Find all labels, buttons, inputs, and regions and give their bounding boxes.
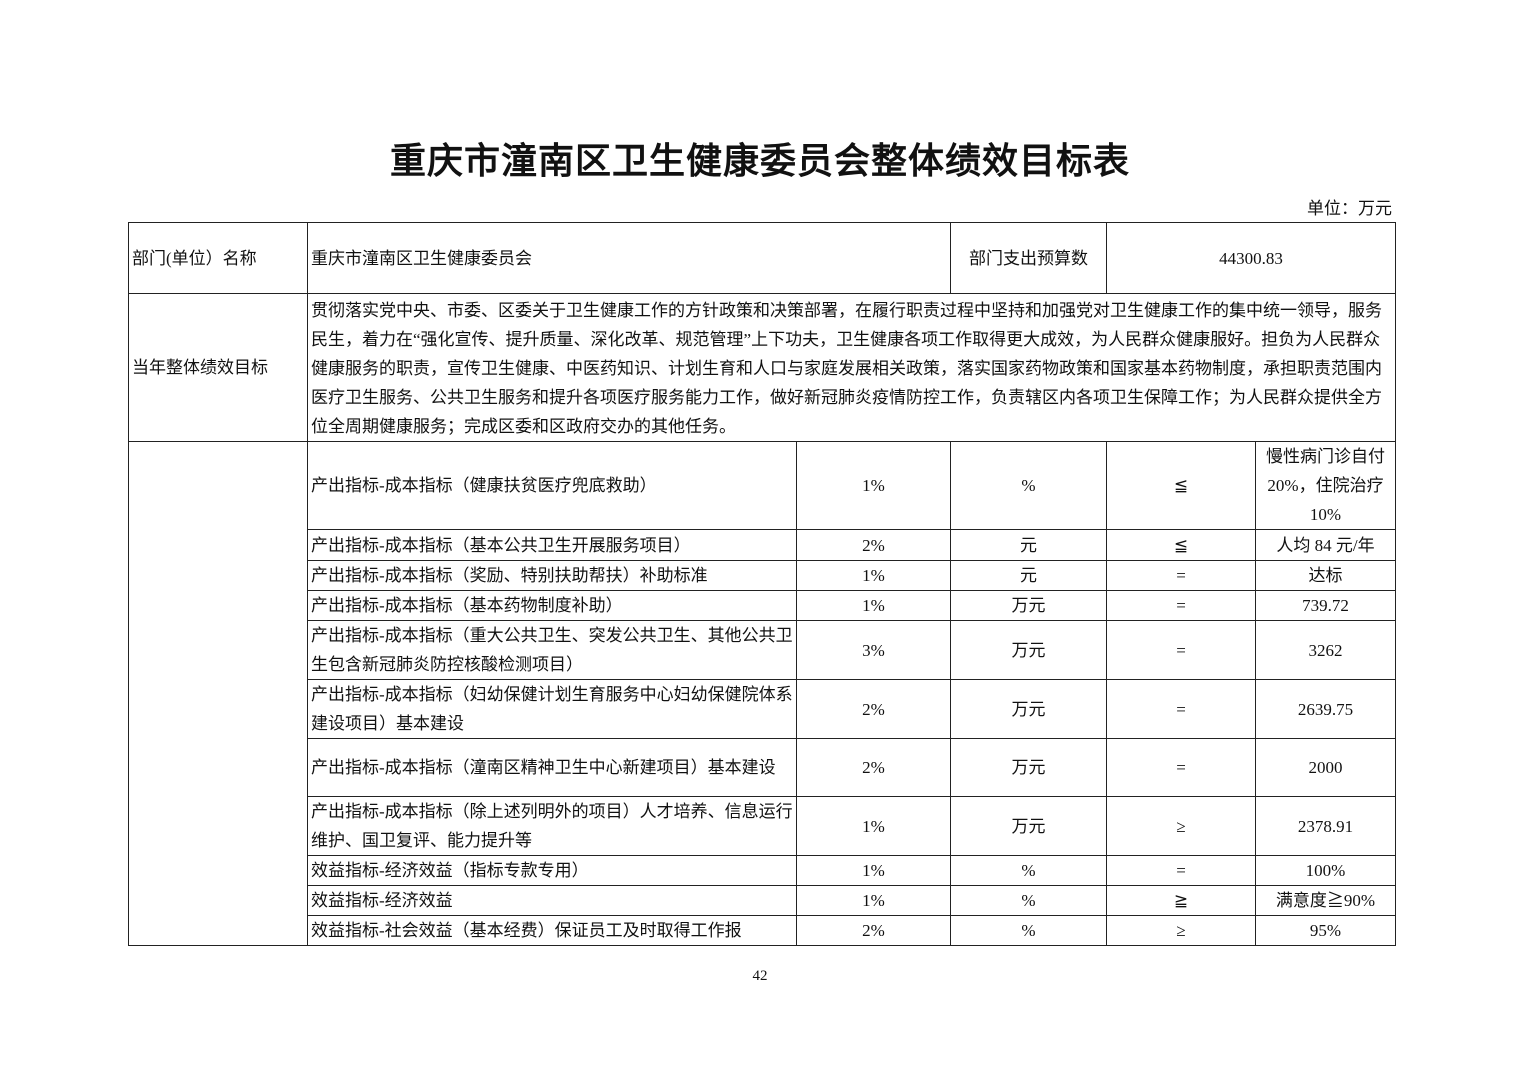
header-row: 部门(单位）名称 重庆市潼南区卫生健康委员会 部门支出预算数 44300.83 <box>128 222 1396 294</box>
indicator-operator: = <box>1106 738 1256 797</box>
indicator-weight: 2% <box>796 915 951 946</box>
goal-label: 当年整体绩效目标 <box>128 293 308 442</box>
indicator-weight: 2% <box>796 679 951 739</box>
indicator-unit: 万元 <box>950 590 1107 621</box>
indicator-operator: = <box>1106 590 1256 621</box>
indicator-unit: 元 <box>950 560 1107 591</box>
indicator-target: 100% <box>1255 855 1396 886</box>
indicator-target: 达标 <box>1255 560 1396 591</box>
indicator-row: 产出指标-成本指标（健康扶贫医疗兜底救助） 1%% ≦ 慢性病门诊自付20%，住院治疗… <box>128 441 1396 946</box>
indicator-row: 效益指标-社会效益（基本经费）保证员工及时取得工作报 2%% ≥95% <box>129 915 1396 946</box>
goal-text: 贯彻落实党中央、市委、区委关于卫生健康工作的方针政策和决策部署，在履行职责过程中… <box>307 293 1396 442</box>
indicator-target: 慢性病门诊自付20%，住院治疗10% <box>1255 441 1396 530</box>
indicator-row: 产出指标-成本指标（除上述列明外的项目）人才培养、信息运行维护、国卫复评、能力提… <box>129 796 1396 856</box>
performance-table: 部门(单位）名称 重庆市潼南区卫生健康委员会 部门支出预算数 44300.83 … <box>128 222 1396 946</box>
indicator-row: 效益指标-经济效益（指标专款专用） 1%% = 100% <box>129 855 1396 886</box>
indicator-name: 效益指标-经济效益 <box>307 885 797 916</box>
indicator-unit: 万元 <box>950 738 1107 797</box>
indicator-weight: 1% <box>796 590 951 621</box>
goal-row: 当年整体绩效目标 贯彻落实党中央、市委、区委关于卫生健康工作的方针政策和决策部署… <box>128 293 1396 442</box>
indicator-weight: 3% <box>796 620 951 680</box>
indicator-unit: 万元 <box>950 620 1107 680</box>
dept-name: 重庆市潼南区卫生健康委员会 <box>307 222 951 294</box>
indicator-operator: = <box>1106 560 1256 591</box>
budget-label: 部门支出预算数 <box>950 222 1107 294</box>
indicator-name: 效益指标-社会效益（基本经费）保证员工及时取得工作报 <box>307 915 797 946</box>
indicator-weight: 2% <box>796 738 951 797</box>
indicator-name: 产出指标-成本指标（奖励、特别扶助帮扶）补助标准 <box>307 560 797 591</box>
indicator-target: 95% <box>1255 915 1396 946</box>
indicator-unit: % <box>950 885 1107 916</box>
indicator-target: 满意度≧90% <box>1255 885 1396 916</box>
indicator-target: 人均 84 元/年 <box>1255 529 1396 561</box>
indicator-row: 产出指标-成本指标（基本公共卫生开展服务项目） 2% 元 ≦ 人均 84 元/年 <box>129 529 1396 561</box>
indicator-target: 3262 <box>1255 620 1396 680</box>
indicator-operator: = <box>1106 855 1256 886</box>
indicator-name: 产出指标-成本指标（除上述列明外的项目）人才培养、信息运行维护、国卫复评、能力提… <box>307 796 797 856</box>
indicator-row: 产出指标-成本指标（重大公共卫生、突发公共卫生、其他公共卫生包含新冠肺炎防控核酸… <box>129 620 1396 680</box>
indicator-name: 产出指标-成本指标（妇幼保健计划生育服务中心妇幼保健院体系建设项目）基本建设 <box>307 679 797 739</box>
indicator-unit: % <box>950 915 1107 946</box>
unit-label: 单位：万元 <box>1307 199 1392 218</box>
indicator-operator: = <box>1106 679 1256 739</box>
indicator-row: 产出指标-成本指标（妇幼保健计划生育服务中心妇幼保健院体系建设项目）基本建设 2%… <box>129 679 1396 739</box>
document-title: 重庆市潼南区卫生健康委员会整体绩效目标表 <box>389 141 1130 181</box>
indicator-weight: 1% <box>796 441 951 530</box>
dept-label: 部门(单位）名称 <box>128 222 308 294</box>
indicator-operator: = <box>1106 620 1256 680</box>
indicator-target: 2000 <box>1255 738 1396 797</box>
indicator-name: 效益指标-经济效益（指标专款专用） <box>307 855 797 886</box>
indicator-row: 产出指标-成本指标（奖励、特别扶助帮扶）补助标准 1% 元 = 达标 <box>129 560 1396 591</box>
indicator-target: 2639.75 <box>1255 679 1396 739</box>
indicator-group-cell <box>128 441 308 946</box>
indicator-weight: 2% <box>796 529 951 561</box>
indicator-unit: % <box>950 855 1107 886</box>
indicator-unit: 万元 <box>950 796 1107 856</box>
indicator-weight: 1% <box>796 885 951 916</box>
indicator-operator: ≥ <box>1106 796 1256 856</box>
indicator-operator: ≦ <box>1106 529 1256 561</box>
budget-value: 44300.83 <box>1106 222 1396 294</box>
indicator-unit: 万元 <box>950 679 1107 739</box>
indicator-name: 产出指标-成本指标（健康扶贫医疗兜底救助） <box>307 441 797 530</box>
indicator-name: 产出指标-成本指标（重大公共卫生、突发公共卫生、其他公共卫生包含新冠肺炎防控核酸… <box>307 620 797 680</box>
indicator-name: 产出指标-成本指标（基本公共卫生开展服务项目） <box>307 529 797 561</box>
indicator-unit: 元 <box>950 529 1107 561</box>
indicator-name: 产出指标-成本指标（基本药物制度补助） <box>307 590 797 621</box>
indicator-name: 产出指标-成本指标（潼南区精神卫生中心新建项目）基本建设 <box>307 738 797 797</box>
indicator-target: 739.72 <box>1255 590 1396 621</box>
indicator-row: 效益指标-经济效益 1%% ≧ 满意度≧90% <box>129 885 1396 916</box>
indicator-weight: 1% <box>796 855 951 886</box>
indicator-weight: 1% <box>796 560 951 591</box>
page-number: 42 <box>752 968 768 984</box>
indicator-target: 2378.91 <box>1255 796 1396 856</box>
indicator-row: 产出指标-成本指标（潼南区精神卫生中心新建项目）基本建设 2% 万元 = 2000 <box>129 738 1396 797</box>
indicator-unit: % <box>950 441 1107 530</box>
indicator-operator: ≦ <box>1106 441 1256 530</box>
indicator-operator: ≥ <box>1106 915 1256 946</box>
indicator-operator: ≧ <box>1106 885 1256 916</box>
indicator-weight: 1% <box>796 796 951 856</box>
indicator-row: 产出指标-成本指标（基本药物制度补助） 1% 万元 = 739.72 <box>129 590 1396 621</box>
